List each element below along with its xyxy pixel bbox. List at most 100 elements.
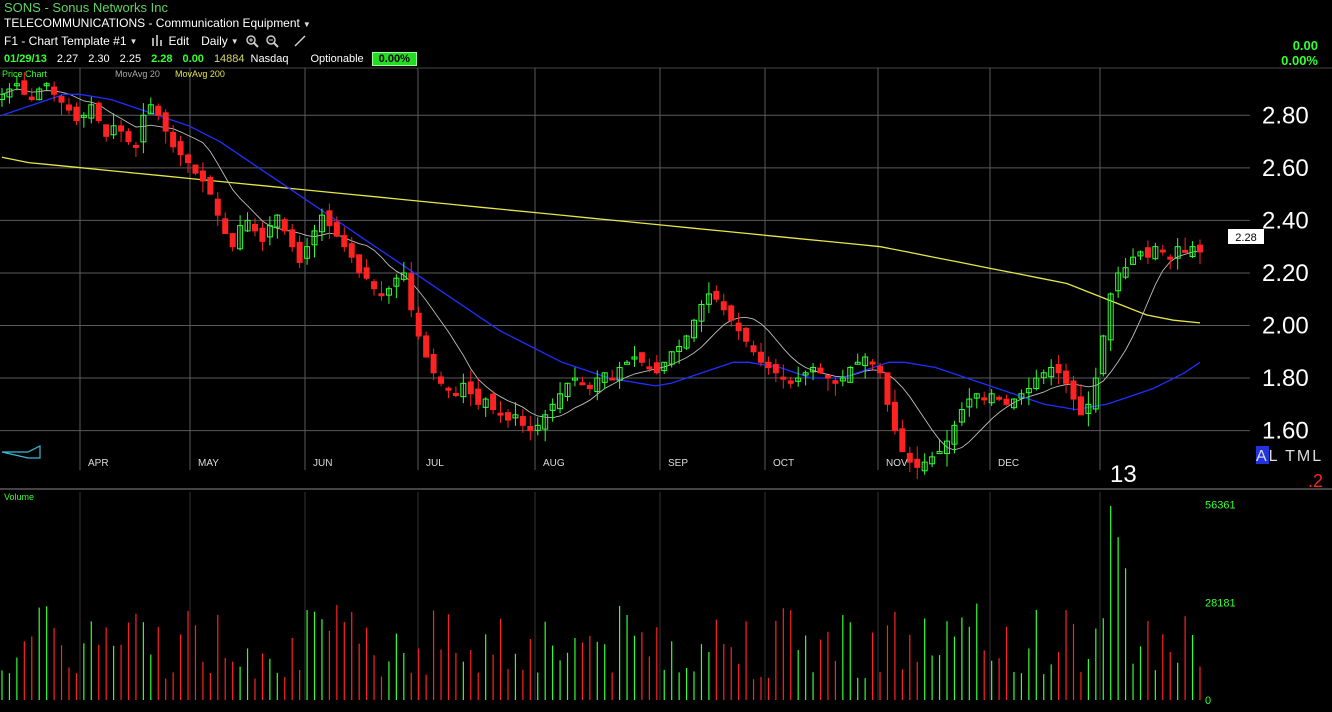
candle-body <box>988 393 995 404</box>
candle-body <box>482 398 489 408</box>
candle-body <box>862 356 869 367</box>
candle-body <box>110 125 117 136</box>
candle-body <box>1189 246 1196 257</box>
candle-body <box>1137 251 1144 257</box>
candle-body <box>624 361 631 365</box>
candle-body <box>281 219 288 232</box>
chart-template-dropdown[interactable]: F1 - Chart Template #1 ▼ <box>4 34 137 48</box>
candle-body <box>1122 267 1129 278</box>
ma200-line <box>1 156 1201 324</box>
candle-body <box>475 388 482 405</box>
candle-body <box>728 305 735 321</box>
volume-axis: 56361 28181 0 <box>1205 500 1236 707</box>
candle-body <box>266 225 273 238</box>
candle-body <box>58 96 65 103</box>
candle-body <box>140 114 147 143</box>
toolbar: F1 - Chart Template #1 ▼ Edit Daily ▼ <box>4 34 313 48</box>
candle-body <box>237 225 244 250</box>
change-value: 0.00 <box>1292 38 1318 53</box>
volume-bars <box>1 505 1201 700</box>
candle-body <box>713 290 720 300</box>
candle-body <box>787 380 794 384</box>
period-dropdown[interactable]: Daily ▼ <box>201 34 239 48</box>
candle-body <box>586 384 593 390</box>
candle-body <box>385 288 392 296</box>
month-label: APR <box>88 458 109 469</box>
candle-body <box>88 104 95 119</box>
last-price-value: 2.28 <box>1235 232 1256 244</box>
candle-body <box>1130 256 1137 265</box>
candle-body <box>683 335 690 349</box>
quote-row: 01/29/13 2.27 2.30 2.25 2.28 0.00 14884 … <box>4 52 417 66</box>
candle-body <box>1115 272 1122 292</box>
title-row: SONS - Sonus Networks Inc <box>4 0 168 15</box>
quote-low: 2.25 <box>119 53 142 65</box>
candle-body <box>884 372 891 405</box>
candle-body <box>73 106 80 122</box>
symbol[interactable]: SONS <box>4 0 41 15</box>
edit-label: Edit <box>168 34 190 48</box>
candle-body <box>452 392 459 396</box>
legend-price-chart: Price Chart <box>2 69 48 79</box>
industry-label: Communication Equipment <box>155 16 300 30</box>
candle-body <box>810 367 817 373</box>
candle-body <box>65 104 72 111</box>
candle-body <box>95 102 102 122</box>
ma20-polyline <box>1 93 1201 411</box>
candle-body <box>1092 377 1099 410</box>
month-label: NOV <box>886 458 908 469</box>
candle-body <box>0 93 5 101</box>
candle-body <box>921 461 928 472</box>
zoom-in-icon[interactable] <box>245 34 259 48</box>
candle-body <box>1085 403 1092 414</box>
chart-template-label: F1 - Chart Template #1 <box>4 34 127 48</box>
candle-body <box>162 112 169 132</box>
candle-body <box>348 243 355 258</box>
draw-line-icon[interactable] <box>293 34 307 48</box>
change-box: 0.00 0.00% <box>1281 38 1318 68</box>
candle-body <box>363 267 370 279</box>
corner-value: .2 <box>1308 471 1323 491</box>
candle-body <box>415 312 422 337</box>
candle-body <box>527 425 534 432</box>
ma-fast-polyline <box>1 88 1201 451</box>
candle-body <box>259 227 266 242</box>
sector-dropdown-icon[interactable]: ▼ <box>302 20 311 29</box>
candle-body <box>1040 372 1047 379</box>
candle-body <box>393 277 400 287</box>
candle-body <box>951 424 958 445</box>
edit-button[interactable]: Edit <box>151 34 189 48</box>
candle-body <box>147 104 154 115</box>
quote-volume: 14884 <box>213 53 245 65</box>
candle-body <box>571 377 578 381</box>
month-label: OCT <box>773 458 794 469</box>
candle-body <box>757 351 764 363</box>
candle-body <box>1070 380 1077 400</box>
candle-body <box>839 377 846 382</box>
candle-body <box>1055 363 1062 374</box>
candle-body <box>296 241 303 263</box>
candle-body <box>400 272 407 280</box>
candle-body <box>579 382 586 386</box>
candle-body <box>378 293 385 297</box>
candle-body <box>743 327 750 342</box>
candle-body <box>691 319 698 339</box>
scroll-handle-icon[interactable] <box>1 445 41 459</box>
altml-label[interactable]: AL TML <box>1256 448 1323 465</box>
candle-body <box>289 229 296 248</box>
candle-body <box>326 210 333 227</box>
price-tick-label: 2.20 <box>1262 260 1309 287</box>
candle-body <box>1152 246 1159 260</box>
period-label: Daily <box>201 34 228 48</box>
sector-row[interactable]: TELECOMMUNICATIONS - Communication Equip… <box>4 16 311 30</box>
candle-body <box>103 124 110 137</box>
zoom-out-icon[interactable] <box>265 34 279 48</box>
candle-body <box>891 401 898 432</box>
candle-body <box>170 132 177 148</box>
candle-body <box>765 361 772 369</box>
candle-body <box>854 361 861 365</box>
candle-body <box>564 382 571 397</box>
price-tick-label: 2.00 <box>1262 312 1309 339</box>
candle-body <box>356 254 363 274</box>
